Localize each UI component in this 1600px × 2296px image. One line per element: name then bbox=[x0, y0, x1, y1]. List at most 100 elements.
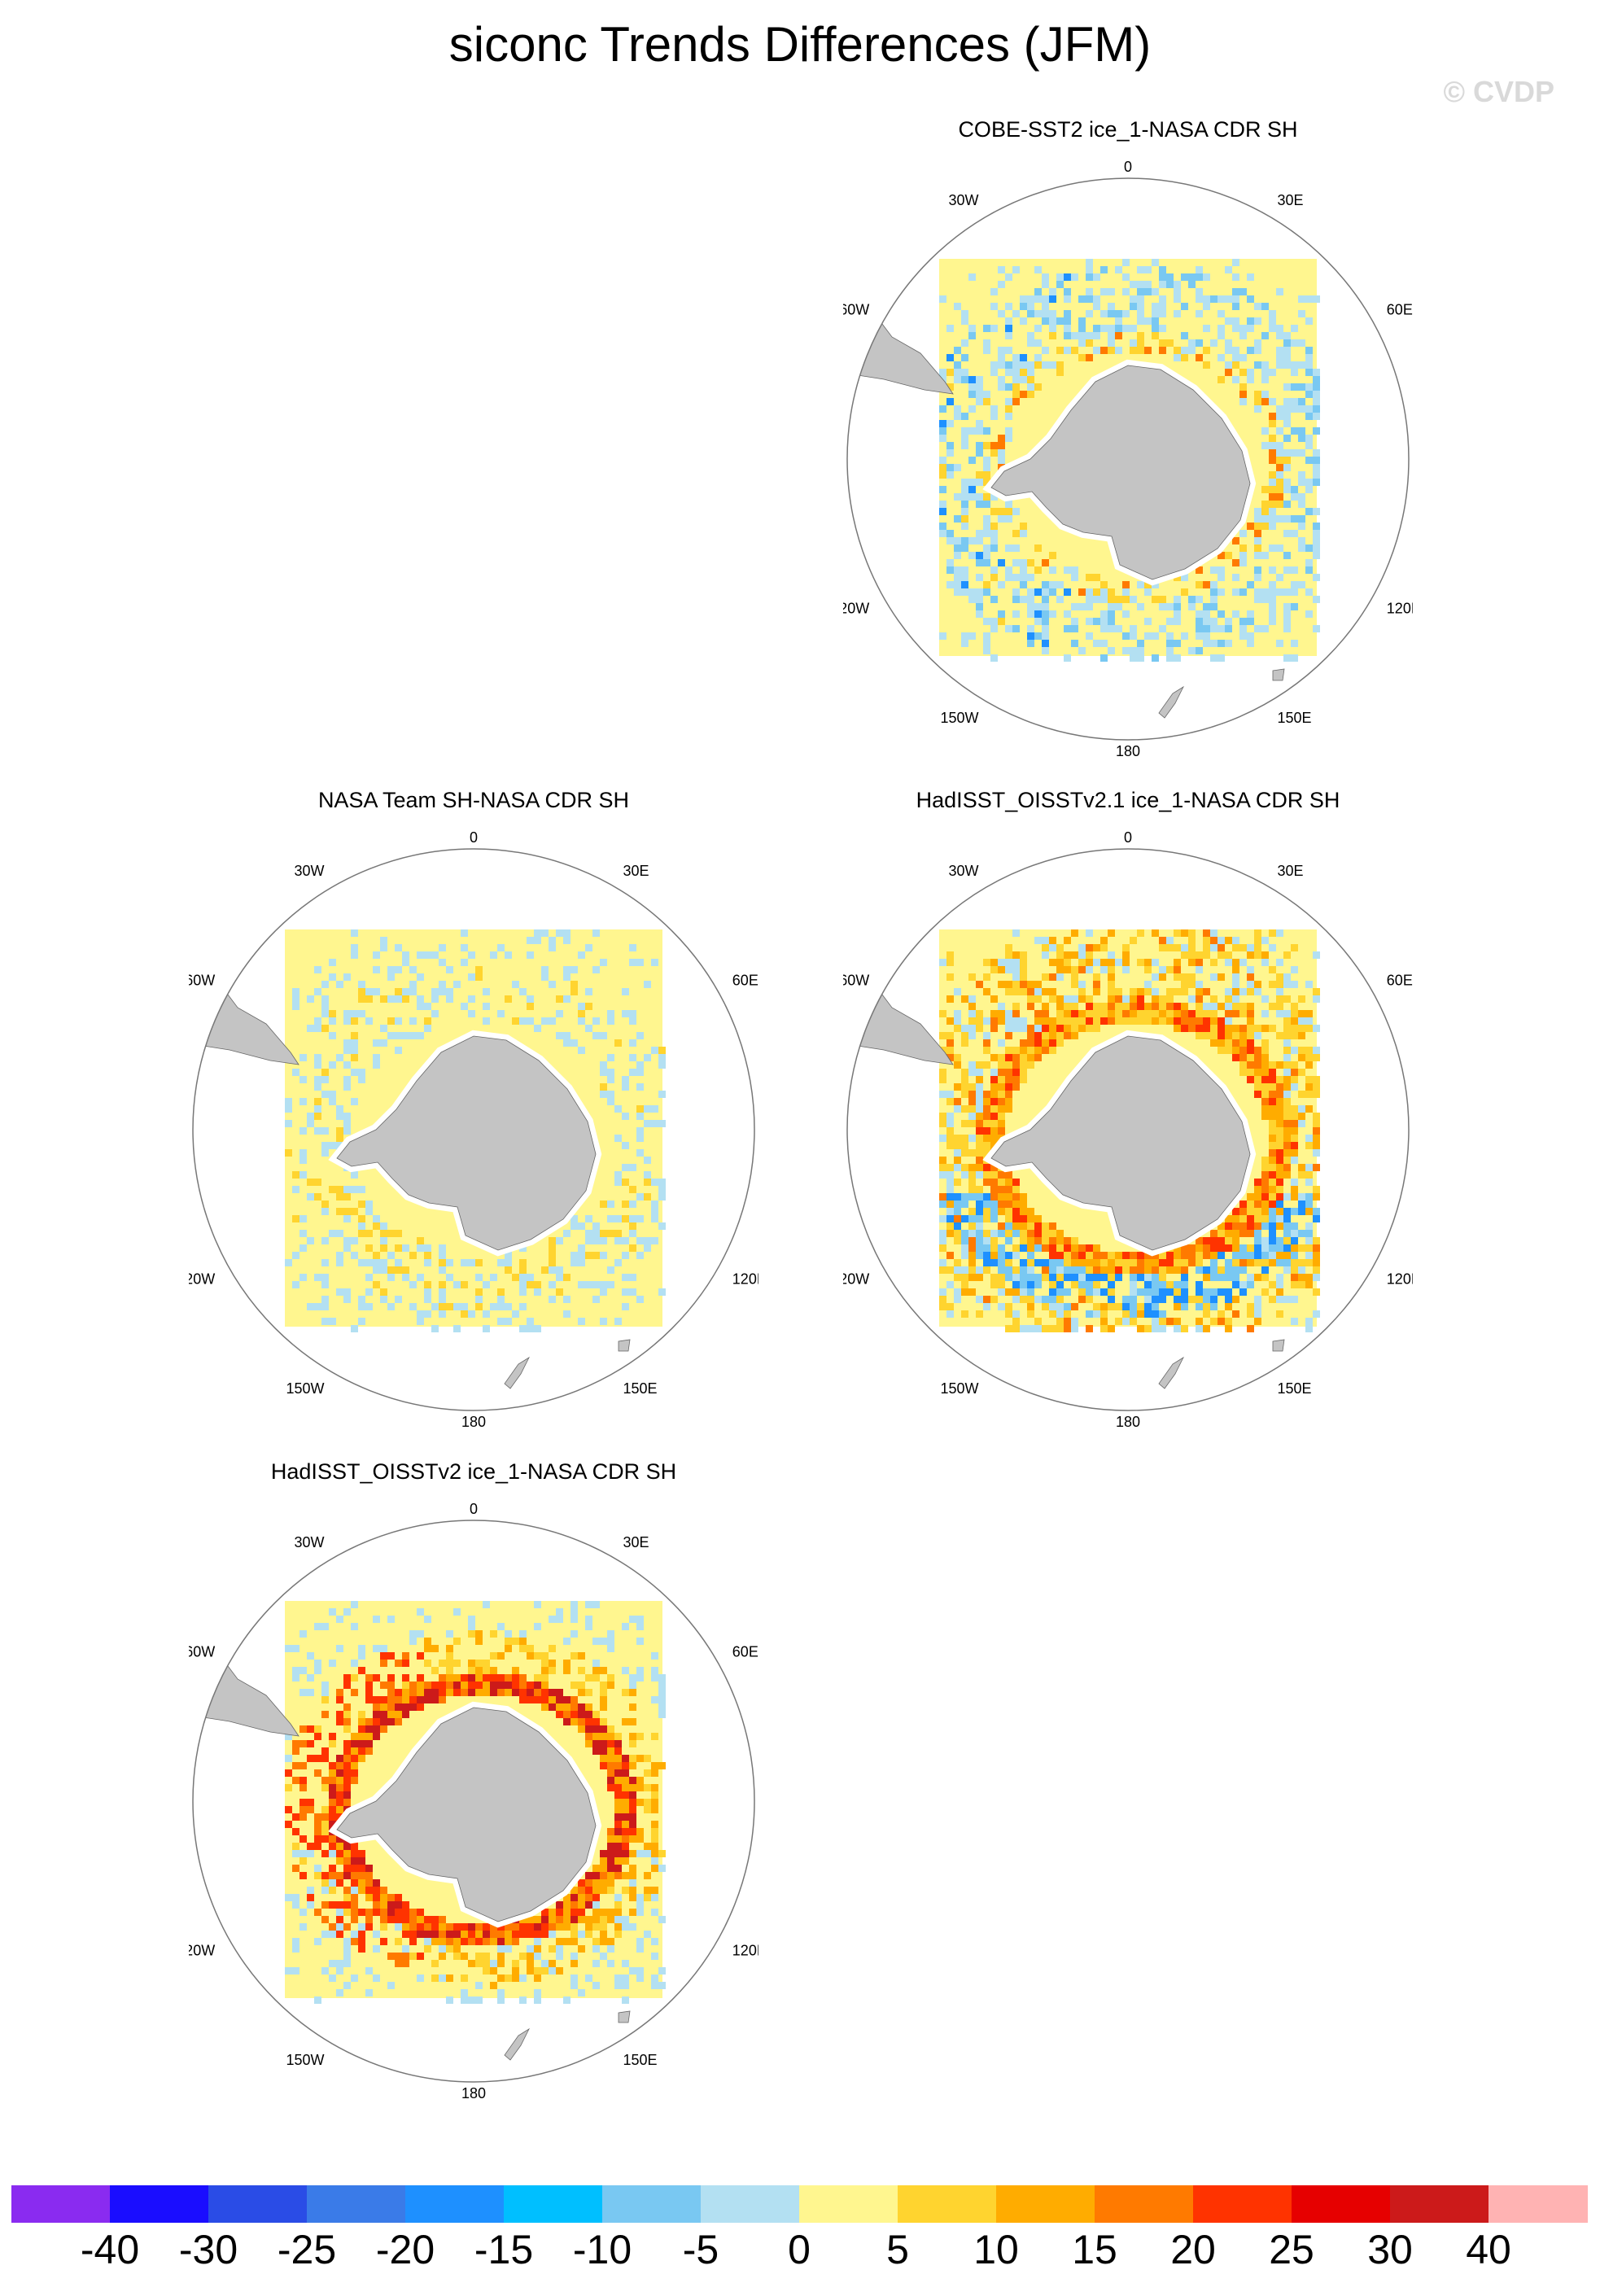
data-cell bbox=[1012, 625, 1020, 632]
data-cell bbox=[1247, 618, 1254, 625]
data-cell bbox=[990, 325, 998, 332]
data-cell bbox=[1261, 1010, 1269, 1017]
data-cell bbox=[1012, 544, 1020, 552]
data-cell bbox=[614, 1259, 622, 1266]
data-cell bbox=[1269, 981, 1276, 988]
data-cell bbox=[556, 1689, 563, 1696]
data-cell bbox=[358, 981, 365, 988]
data-cell bbox=[351, 1887, 358, 1894]
data-cell bbox=[556, 1938, 563, 1945]
data-cell bbox=[351, 1740, 358, 1747]
data-cell bbox=[1254, 398, 1261, 405]
data-cell bbox=[1078, 1288, 1086, 1296]
data-cell bbox=[1196, 1281, 1203, 1288]
data-cell bbox=[592, 1230, 600, 1237]
data-cell bbox=[983, 515, 990, 523]
data-cell bbox=[373, 1039, 380, 1047]
data-cell bbox=[329, 1017, 336, 1025]
data-cell bbox=[1283, 1061, 1291, 1069]
data-cell bbox=[607, 1887, 614, 1894]
data-cell bbox=[402, 1945, 409, 1953]
data-cell bbox=[1247, 581, 1254, 588]
data-cell bbox=[614, 1733, 622, 1740]
data-cell bbox=[380, 1718, 387, 1725]
data-cell bbox=[475, 966, 483, 973]
data-cell bbox=[1130, 1259, 1137, 1266]
data-cell bbox=[343, 1718, 351, 1725]
data-cell bbox=[1269, 310, 1276, 317]
data-cell bbox=[1071, 1274, 1078, 1281]
data-cell bbox=[351, 1909, 358, 1916]
tasmania-landmass bbox=[1272, 668, 1285, 681]
data-cell bbox=[976, 1083, 983, 1091]
data-cell bbox=[343, 1945, 351, 1953]
data-cell bbox=[990, 566, 998, 574]
data-cell bbox=[954, 1288, 961, 1296]
data-cell bbox=[1144, 1266, 1152, 1274]
data-cell bbox=[1144, 266, 1152, 273]
longitude-label: 150W bbox=[286, 2052, 324, 2068]
data-cell bbox=[1100, 1010, 1108, 1017]
data-cell bbox=[1261, 1237, 1269, 1244]
data-cell bbox=[1093, 1010, 1100, 1017]
data-cell bbox=[1130, 1310, 1137, 1318]
data-cell bbox=[968, 973, 976, 981]
data-cell bbox=[1298, 493, 1305, 501]
data-cell bbox=[1276, 515, 1283, 523]
data-cell bbox=[351, 944, 358, 951]
data-cell bbox=[968, 1208, 976, 1215]
data-cell bbox=[607, 1879, 614, 1887]
data-cell bbox=[1276, 288, 1283, 295]
data-cell bbox=[336, 1054, 343, 1061]
data-cell bbox=[1298, 1047, 1305, 1054]
data-cell bbox=[512, 1689, 519, 1696]
data-cell bbox=[600, 1740, 607, 1747]
data-cell bbox=[622, 1887, 629, 1894]
data-cell bbox=[1261, 1113, 1269, 1120]
data-cell bbox=[1071, 603, 1078, 610]
data-cell bbox=[1203, 625, 1210, 632]
data-cell bbox=[387, 995, 395, 1003]
data-cell bbox=[658, 1916, 666, 1923]
data-cell bbox=[983, 1039, 990, 1047]
data-cell bbox=[475, 1303, 483, 1310]
data-cell bbox=[343, 1061, 351, 1069]
data-cell bbox=[570, 966, 578, 973]
data-cell bbox=[1283, 1098, 1291, 1105]
longitude-label: 120E bbox=[1387, 601, 1413, 617]
data-cell bbox=[1239, 288, 1247, 295]
data-cell bbox=[417, 1923, 424, 1931]
data-cell bbox=[468, 1660, 475, 1667]
data-cell bbox=[1064, 951, 1071, 959]
data-cell bbox=[1305, 413, 1313, 420]
data-cell bbox=[600, 1689, 607, 1696]
data-cell bbox=[1291, 944, 1298, 951]
data-cell bbox=[1247, 981, 1254, 988]
data-cell bbox=[1086, 1281, 1093, 1288]
data-cell bbox=[380, 1296, 387, 1303]
data-cell bbox=[1122, 966, 1130, 973]
data-cell bbox=[1144, 281, 1152, 288]
antarctica-landmass bbox=[990, 1035, 1251, 1251]
data-cell bbox=[541, 973, 549, 981]
data-cell bbox=[1269, 1164, 1276, 1171]
data-cell bbox=[387, 1909, 395, 1916]
data-cell bbox=[395, 1901, 402, 1909]
data-cell bbox=[292, 1645, 299, 1652]
data-cell bbox=[1137, 1010, 1144, 1017]
data-cell bbox=[431, 988, 439, 995]
data-cell bbox=[600, 1682, 607, 1689]
data-cell bbox=[1247, 1325, 1254, 1332]
data-cell bbox=[976, 574, 983, 581]
data-cell bbox=[563, 1923, 570, 1931]
data-cell bbox=[1078, 317, 1086, 325]
data-cell bbox=[373, 1711, 380, 1718]
data-cell bbox=[1261, 1252, 1269, 1259]
data-cell bbox=[592, 1916, 600, 1923]
data-cell bbox=[549, 1281, 556, 1288]
data-cell bbox=[424, 1945, 431, 1953]
data-cell bbox=[424, 951, 431, 959]
data-cell bbox=[1071, 995, 1078, 1003]
data-cell bbox=[1049, 325, 1056, 332]
data-cell bbox=[329, 1186, 336, 1193]
